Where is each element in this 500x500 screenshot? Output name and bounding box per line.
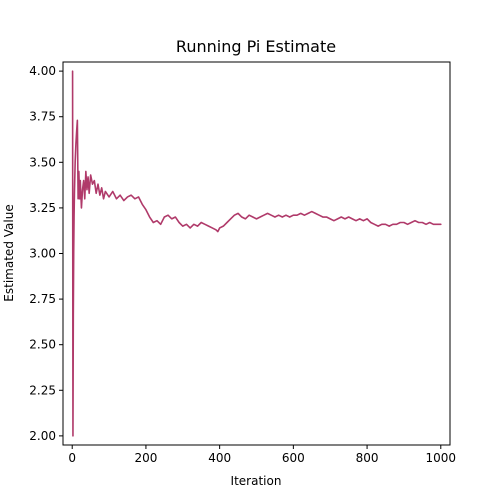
x-axis-label: Iteration xyxy=(231,474,282,488)
y-tick-label: 2.50 xyxy=(29,338,56,352)
y-axis-label: Estimated Value xyxy=(2,204,16,301)
y-tick-label: 4.00 xyxy=(29,64,56,78)
y-tick-label: 3.25 xyxy=(29,201,56,215)
x-tick-label: 0 xyxy=(68,451,76,465)
y-tick-label: 2.75 xyxy=(29,292,56,306)
y-tick-label: 3.75 xyxy=(29,110,56,124)
x-tick-label: 400 xyxy=(208,451,231,465)
y-tick-label: 3.50 xyxy=(29,155,56,169)
x-tick-label: 800 xyxy=(356,451,379,465)
series-line-0 xyxy=(71,70,442,437)
y-tick-label: 2.25 xyxy=(29,383,56,397)
x-tick-label: 600 xyxy=(282,451,305,465)
y-tick-label: 2.00 xyxy=(29,429,56,443)
x-tick-label: 1000 xyxy=(426,451,457,465)
plot-area: 0 200 400 600 800 1000 2.00 2.25 2.50 2.75 3.00 3.2… xyxy=(29,61,457,465)
x-tick-label: 200 xyxy=(134,451,157,465)
y-tick-label: 3.00 xyxy=(29,247,56,261)
chart-title: Running Pi Estimate xyxy=(176,37,336,56)
